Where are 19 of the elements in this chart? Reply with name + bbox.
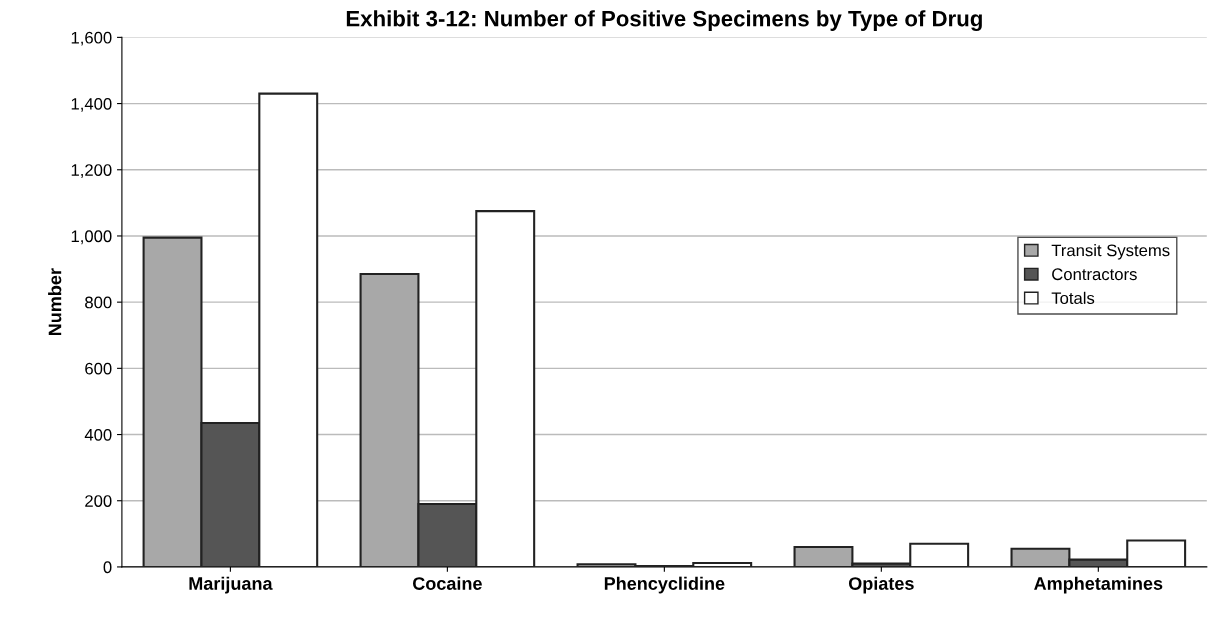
- x-tick-label: Cocaine: [413, 576, 482, 590]
- y-tick-label: 200: [85, 495, 112, 507]
- y-tick-label: 800: [85, 296, 112, 309]
- y-tick-label: 1,000: [71, 230, 112, 245]
- y-tick-label: 1,200: [71, 164, 112, 178]
- legend-label: Totals: [1051, 291, 1095, 305]
- x-tick-label: Opiates: [848, 576, 914, 594]
- y-axis-title: Number: [48, 268, 62, 336]
- x-tick-label: Marijuana: [189, 576, 273, 594]
- chart-title: Exhibit 3-12: Number of Positive Specimens by Type of Drug: [346, 10, 982, 31]
- x-tick-label: Phencyclidine: [604, 576, 725, 594]
- y-tick-label: 1,600: [71, 31, 112, 46]
- y-tick-label: 0: [103, 561, 112, 574]
- y-tick-label: 400: [84, 428, 112, 441]
- legend-label: Contractors: [1052, 268, 1137, 281]
- y-tick-label: 600: [85, 362, 112, 375]
- y-tick-label: 1,400: [71, 97, 112, 112]
- legend-label: Transit Systems: [1051, 244, 1170, 260]
- x-tick-label: Amphetamines: [1034, 576, 1163, 594]
